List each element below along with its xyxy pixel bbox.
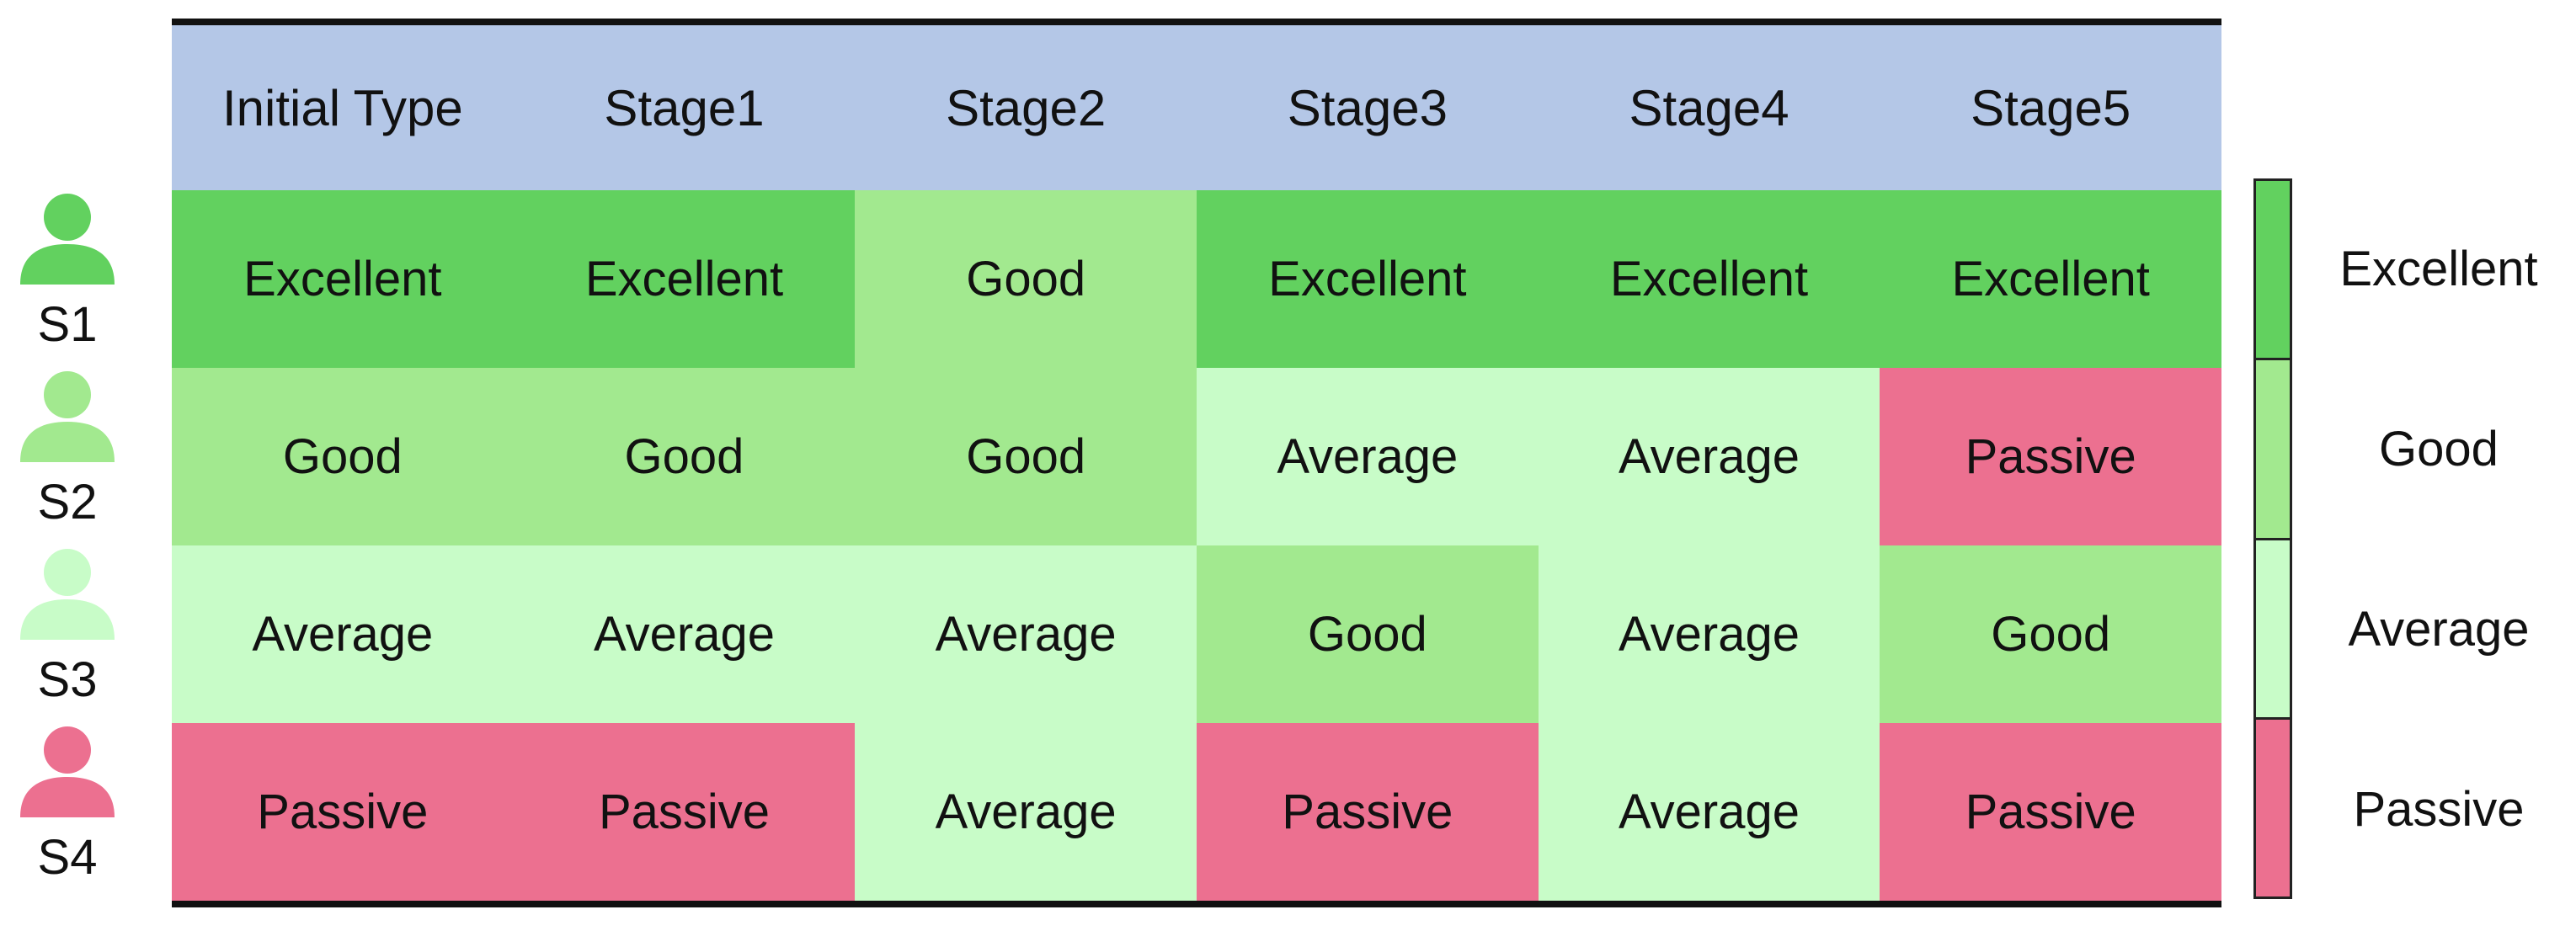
student-column: S1 S2 S3 S4 [0, 190, 135, 901]
top-rule [172, 19, 2221, 25]
legend-label-passive: Passive [2353, 781, 2525, 837]
table-cell: Average [855, 545, 1197, 723]
header-row: Initial Type Stage1 Stage2 Stage3 Stage4… [172, 25, 2221, 190]
user-icon-head [44, 549, 91, 596]
header-stage5: Stage5 [1971, 79, 2131, 136]
legend-swatch-passive [2256, 719, 2290, 896]
table-cell: Average [513, 545, 856, 723]
table-cell: Excellent [172, 190, 514, 368]
header-stage3: Stage3 [1287, 79, 1448, 136]
legend-swatch-good [2256, 360, 2290, 540]
table-cell: Passive [1196, 723, 1539, 901]
user-icon-head [44, 371, 91, 418]
table-cell: Good [1880, 545, 2221, 723]
user-icon [20, 194, 115, 285]
legend-label-average: Average [2348, 601, 2530, 657]
table-cell: Excellent [1538, 190, 1880, 368]
table-cell: Average [1538, 723, 1880, 901]
table-cell: Excellent [1880, 190, 2221, 368]
table-cell: Average [1538, 545, 1880, 723]
table-cell: Average [1196, 368, 1539, 545]
bottom-rule [172, 901, 2221, 907]
table-cell: Average [172, 545, 514, 723]
header-stage4: Stage4 [1629, 79, 1789, 136]
user-icon-body [20, 777, 115, 817]
legend: Excellent Good Average Passive [2253, 178, 2573, 902]
table-cell: Excellent [1196, 190, 1539, 368]
table-cell: Good [855, 368, 1197, 545]
table-cell: Excellent [513, 190, 856, 368]
user-icon [20, 371, 115, 462]
table-cell: Good [513, 368, 856, 545]
student-s4: S4 [0, 723, 135, 901]
student-label: S1 [37, 297, 98, 352]
header-stage2: Stage2 [946, 79, 1107, 136]
legend-label-good: Good [2379, 421, 2499, 476]
table-cell: Average [1538, 368, 1880, 545]
user-icon-head [44, 194, 91, 241]
header-stage1: Stage1 [604, 79, 765, 136]
student-s3: S3 [0, 545, 135, 723]
table-cell: Passive [1880, 723, 2221, 901]
legend-colorbar [2253, 178, 2292, 899]
table-cell: Good [855, 190, 1197, 368]
student-s1: S1 [0, 190, 135, 368]
user-icon-body [20, 422, 115, 462]
stage-table: Initial Type Stage1 Stage2 Stage3 Stage4… [172, 19, 2221, 907]
table-cell: Passive [513, 723, 856, 901]
table-cell: Average [855, 723, 1197, 901]
user-icon-body [20, 244, 115, 285]
legend-swatch-average [2256, 540, 2290, 720]
user-icon [20, 549, 115, 640]
table-body: Excellent Excellent Good Excellent Excel… [172, 190, 2221, 901]
student-label: S4 [37, 830, 98, 885]
table-cell: Passive [172, 723, 514, 901]
user-icon-body [20, 599, 115, 640]
student-label: S2 [37, 475, 98, 529]
legend-swatch-excellent [2256, 181, 2290, 361]
table-cell: Passive [1880, 368, 2221, 545]
student-label: S3 [37, 652, 98, 707]
legend-label-excellent: Excellent [2339, 241, 2538, 296]
header-initial-type: Initial Type [221, 79, 463, 136]
table-cell: Good [1196, 545, 1539, 723]
table-cell: Good [172, 368, 514, 545]
user-icon [20, 726, 115, 817]
student-s2: S2 [0, 368, 135, 545]
user-icon-head [44, 726, 91, 774]
